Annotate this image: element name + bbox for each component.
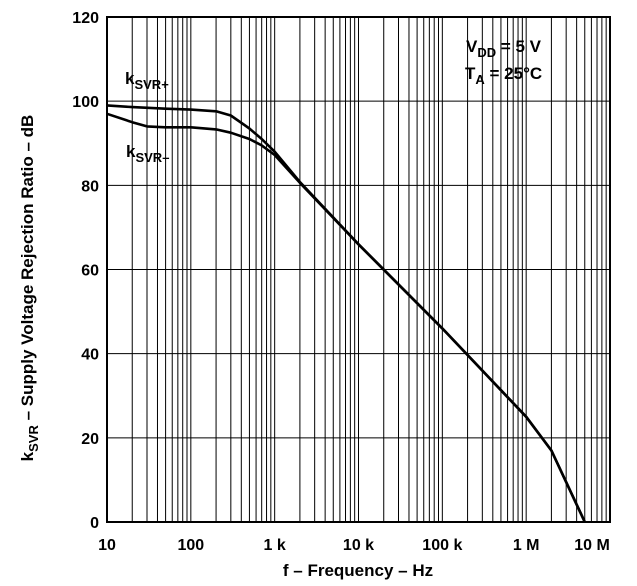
- y-tick-label: 40: [81, 347, 99, 364]
- plot-frame: [106, 16, 611, 523]
- series-label-ksvr-plus-sub: SVR+: [134, 77, 169, 92]
- series-label-ksvr-minus-k: k: [126, 142, 136, 161]
- y-axis-title-rest: – Supply Voltage Rejection Ratio – dB: [18, 115, 37, 425]
- x-tick-label: 1 k: [264, 537, 286, 554]
- y-tick-label: 20: [81, 431, 99, 448]
- y-tick-label: 120: [72, 10, 99, 27]
- series-label-ksvr-plus-k: k: [125, 69, 135, 88]
- series-line-ksvr-minus: [106, 112, 586, 523]
- annotation-ta: TA = 25°C: [465, 64, 542, 87]
- x-tick-labels: 10 100 1 k 10 k 100 k 1 M 10 M: [98, 537, 610, 554]
- x-tick-label: 10: [98, 537, 116, 554]
- series-label-ksvr-minus-sub: SVR–: [135, 150, 169, 165]
- y-tick-label: 100: [72, 94, 99, 111]
- x-tick-label: 10 M: [574, 537, 610, 554]
- y-axis-title-k: k: [18, 451, 37, 461]
- series-label-ksvr-minus: kSVR–: [126, 142, 169, 165]
- y-tick-label: 80: [81, 178, 99, 195]
- grid: [107, 17, 610, 522]
- annotation-ta-rest: = 25°C: [485, 64, 542, 83]
- x-tick-label: 100: [177, 537, 204, 554]
- annotation-ta-main: T: [465, 64, 476, 83]
- curves: [106, 104, 586, 523]
- annotation-ta-sub: A: [475, 72, 485, 87]
- y-axis-title: kSVR – Supply Voltage Rejection Ratio – …: [18, 115, 41, 462]
- annotation-vdd-rest: = 5 V: [496, 37, 542, 56]
- y-tick-labels: 0 20 40 60 80 100 120: [72, 10, 99, 532]
- y-tick-label: 0: [90, 515, 99, 532]
- y-tick-label: 60: [81, 263, 99, 280]
- x-axis-title: f – Frequency – Hz: [283, 561, 433, 580]
- x-tick-label: 1 M: [513, 537, 540, 554]
- series-label-ksvr-plus: kSVR+: [125, 69, 169, 92]
- x-tick-label: 100 k: [422, 537, 462, 554]
- annotation-vdd-main: V: [466, 37, 478, 56]
- annotation-vdd-sub: DD: [477, 45, 496, 60]
- x-tick-label: 10 k: [343, 537, 374, 554]
- y-axis-title-sub: SVR: [26, 425, 41, 452]
- annotation-vdd: VDD = 5 V: [466, 37, 542, 60]
